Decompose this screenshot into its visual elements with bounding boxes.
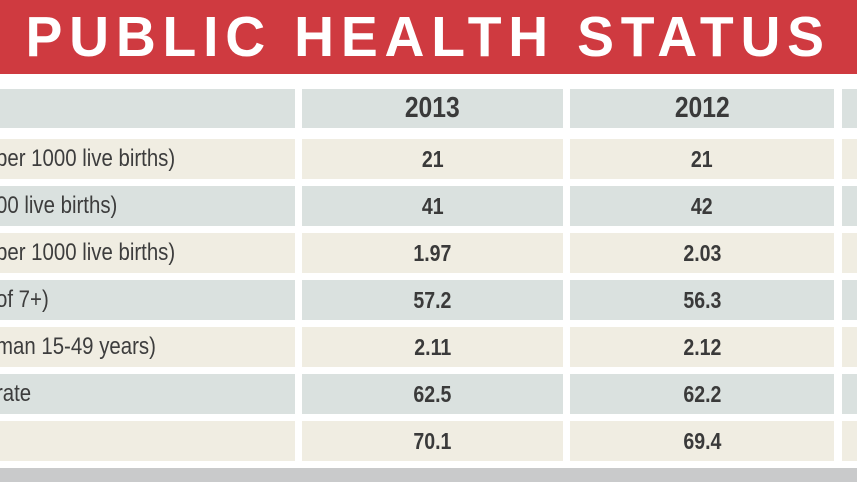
value-2012: 56.3 <box>683 286 722 313</box>
value-2013: 1.97 <box>413 239 452 266</box>
table-row: per 1000 live births) 1.97 2.03 <box>0 233 857 273</box>
row-label-cell: per 1000 live births) <box>0 139 295 179</box>
header-2012-cell: 2012 <box>570 89 835 128</box>
value-2012-cell: 62.2 <box>570 374 835 414</box>
partial-next-column-cell <box>842 139 857 179</box>
value-2013: 2.11 <box>413 333 451 360</box>
partial-next-column-cell <box>842 421 857 461</box>
table-row: of 7+) 57.2 56.3 <box>0 280 857 320</box>
value-2012: 69.4 <box>683 427 722 454</box>
value-2013-cell: 62.5 <box>301 374 564 414</box>
page-title: PUBLIC HEALTH STATUS <box>25 5 832 69</box>
value-2012: 62.2 <box>683 380 722 407</box>
row-label: 00 live births) <box>0 192 118 219</box>
partial-next-column-cell <box>842 327 857 367</box>
partial-next-column-cell <box>842 233 857 273</box>
row-label: man 15-49 years) <box>0 333 156 360</box>
value-2013: 57.2 <box>413 286 452 313</box>
row-label-cell: 00 live births) <box>0 186 295 226</box>
row-label: per 1000 live births) <box>0 145 176 172</box>
table-row: 70.1 69.4 <box>0 421 857 461</box>
header-label-cell <box>0 89 295 128</box>
partial-next-column-cell <box>842 280 857 320</box>
table-row: man 15-49 years) 2.11 2.12 <box>0 327 857 367</box>
value-2012: 42 <box>691 192 714 219</box>
row-label: per 1000 live births) <box>0 239 176 266</box>
value-2013: 70.1 <box>413 427 452 454</box>
bottom-bar <box>0 468 857 482</box>
value-2013-cell: 2.11 <box>301 327 564 367</box>
table-row: rate 62.5 62.2 <box>0 374 857 414</box>
table-row: per 1000 live births) 21 21 <box>0 139 857 179</box>
value-2013: 41 <box>421 192 444 219</box>
value-2012-cell: 2.03 <box>570 233 835 273</box>
value-2012-cell: 56.3 <box>570 280 835 320</box>
value-2013: 62.5 <box>413 380 452 407</box>
value-2013-cell: 57.2 <box>301 280 564 320</box>
table-body: per 1000 live births) 21 21 00 live birt… <box>0 139 857 461</box>
value-2012-cell: 2.12 <box>570 327 835 367</box>
health-status-table: 2013 2012 per 1000 live births) 21 21 00… <box>0 89 857 468</box>
row-label: rate <box>0 380 32 407</box>
row-label: of 7+) <box>0 286 49 313</box>
table-row: 00 live births) 41 42 <box>0 186 857 226</box>
value-2013-cell: 21 <box>301 139 564 179</box>
row-label-cell: rate <box>0 374 295 414</box>
value-2013-cell: 1.97 <box>301 233 564 273</box>
row-label-cell: man 15-49 years) <box>0 327 295 367</box>
row-label-cell: per 1000 live births) <box>0 233 295 273</box>
row-label-cell: of 7+) <box>0 280 295 320</box>
column-header-2012: 2012 <box>674 92 730 124</box>
header-2013-cell: 2013 <box>301 89 564 128</box>
value-2012-cell: 42 <box>570 186 835 226</box>
row-label-cell <box>0 421 295 461</box>
partial-next-column-cell <box>842 374 857 414</box>
value-2013-cell: 41 <box>301 186 564 226</box>
title-banner: PUBLIC HEALTH STATUS <box>0 0 857 74</box>
value-2012-cell: 69.4 <box>570 421 835 461</box>
header-partial-next-column <box>842 89 857 128</box>
value-2012: 2.03 <box>683 239 722 266</box>
value-2012: 2.12 <box>683 333 722 360</box>
value-2012: 21 <box>691 145 714 172</box>
value-2013-cell: 70.1 <box>301 421 564 461</box>
partial-next-column-cell <box>842 186 857 226</box>
column-header-2013: 2013 <box>405 92 460 124</box>
value-2012-cell: 21 <box>570 139 835 179</box>
table-header-row: 2013 2012 <box>0 89 857 128</box>
value-2013: 21 <box>421 145 444 172</box>
